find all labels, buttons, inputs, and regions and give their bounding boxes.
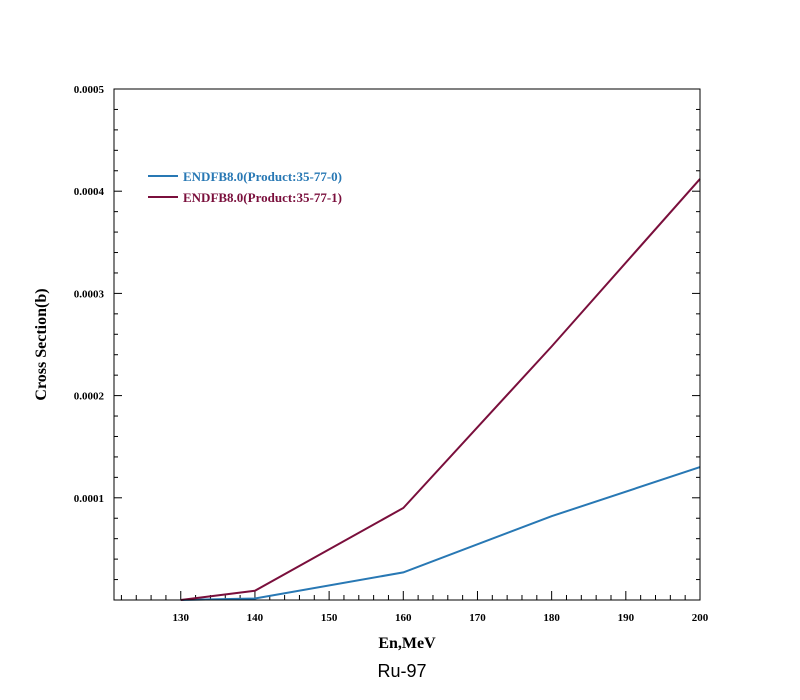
y-tick-label: 0.0004 bbox=[74, 186, 105, 198]
y-tick-label: 0.0005 bbox=[74, 84, 105, 96]
x-tick-label: 190 bbox=[618, 612, 635, 624]
plot-area-frame bbox=[113, 88, 701, 601]
x-tick-label: 160 bbox=[395, 612, 412, 624]
series-line-0 bbox=[180, 466, 701, 601]
x-tick-label: 180 bbox=[543, 612, 560, 624]
series-line-1 bbox=[180, 178, 701, 601]
x-tick-label: 170 bbox=[469, 612, 486, 624]
legend: ENDFB8.0(Product:35-77-0) ENDFB8.0(Produc… bbox=[148, 169, 342, 205]
y-axis-ticks: 0.0001 0.0002 0.0003 0.0004 0.0005 bbox=[74, 84, 700, 505]
series-lines bbox=[180, 178, 701, 601]
x-tick-label: 130 bbox=[173, 612, 190, 624]
y-axis-title: Cross Section(b) bbox=[33, 288, 50, 400]
y-tick-label: 0.0003 bbox=[74, 288, 105, 300]
x-axis-ticks: 130 140 150 160 170 180 190 200 bbox=[173, 591, 709, 624]
y-tick-label: 0.0001 bbox=[74, 493, 104, 505]
chart-caption: Ru-97 bbox=[377, 661, 426, 681]
legend-label-0: ENDFB8.0(Product:35-77-0) bbox=[183, 169, 342, 184]
x-tick-label: 140 bbox=[247, 612, 264, 624]
x-axis-title: En,MeV bbox=[378, 635, 436, 652]
x-tick-label: 200 bbox=[692, 612, 709, 624]
legend-label-1: ENDFB8.0(Product:35-77-1) bbox=[183, 190, 342, 205]
x-tick-label: 150 bbox=[321, 612, 338, 624]
y-tick-label: 0.0002 bbox=[74, 391, 105, 403]
